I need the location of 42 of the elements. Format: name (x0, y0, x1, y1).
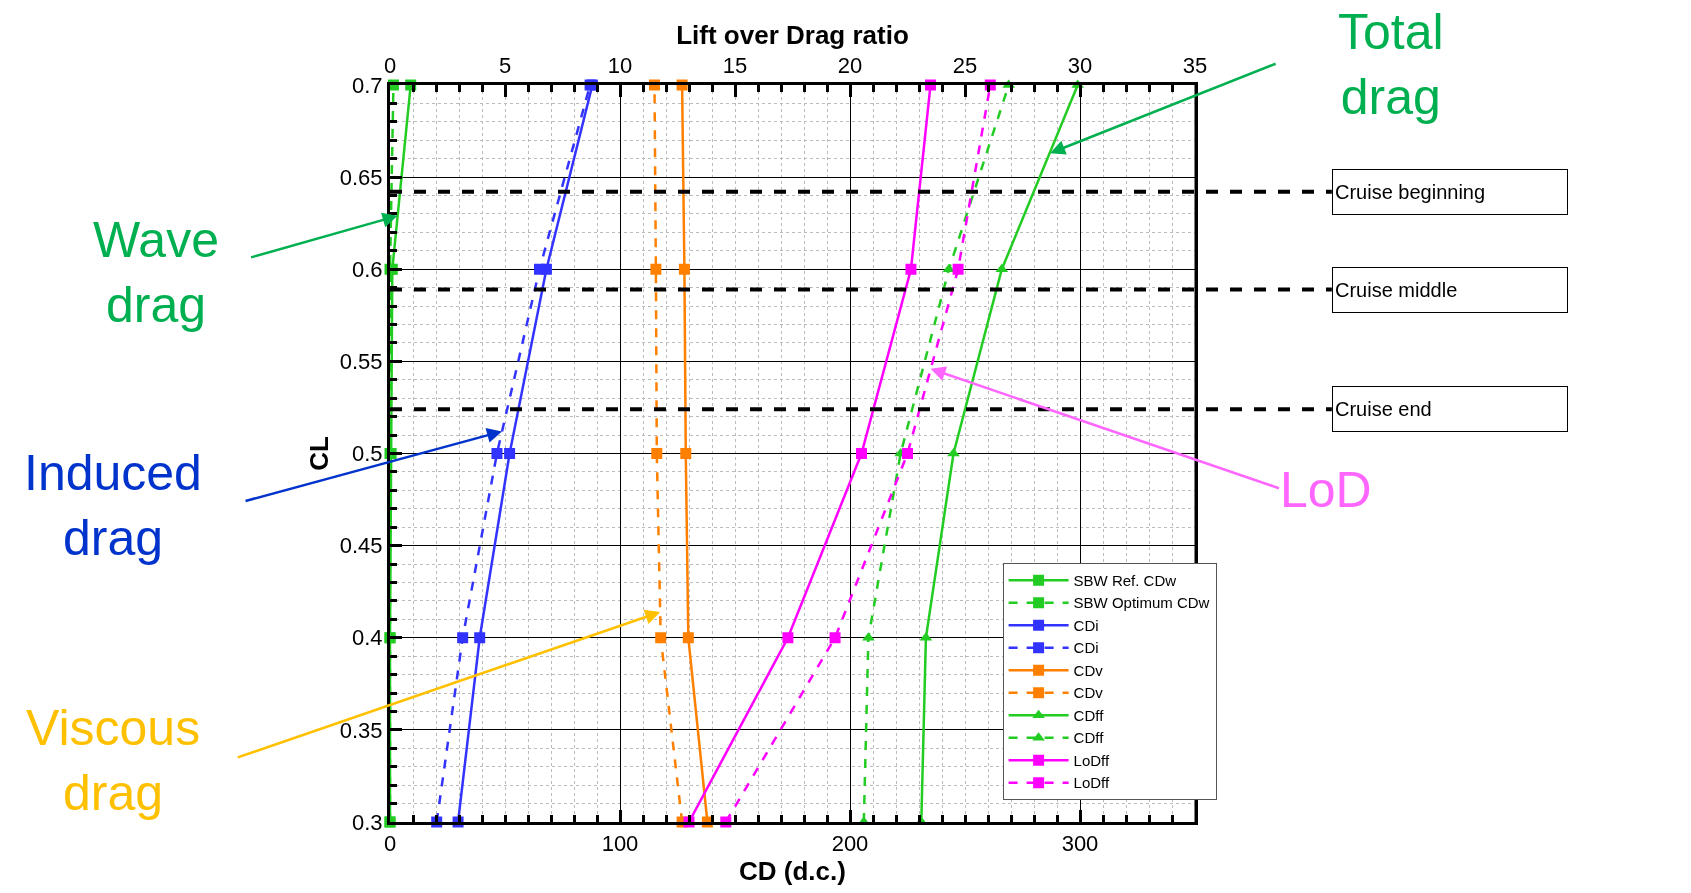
legend-label: CDff (1073, 729, 1105, 747)
ref-line-label: Cruise middle (1335, 279, 1458, 301)
x-tick-label: 100 (601, 831, 639, 857)
x2-axis-title: Lift over Drag ratio (676, 19, 909, 50)
y-tick-label: 0.4 (352, 625, 383, 651)
legend-label: CDi (1073, 639, 1099, 657)
x2-tick-label: 30 (1067, 53, 1093, 79)
x-tick-label: 200 (831, 831, 869, 857)
x-tick-label: 0 (383, 831, 397, 857)
y-tick-label: 0.3 (352, 809, 383, 835)
y-tick-label: 0.5 (352, 441, 383, 467)
x2-tick-label: 0 (383, 53, 397, 79)
legend-label: SBW Ref. CDw (1073, 571, 1177, 589)
annotation: LoD (1280, 462, 1372, 518)
legend-label: LoDff (1073, 774, 1111, 792)
x2-tick-label: 35 (1182, 53, 1208, 79)
x-axis-title: CD (d.c.) (739, 856, 846, 887)
x2-tick-label: 15 (722, 53, 748, 79)
annotation: Wave drag (93, 212, 219, 333)
legend-label: LoDff (1073, 751, 1111, 769)
legend-label: CDi (1073, 616, 1099, 634)
y-tick-label: 0.35 (339, 717, 383, 743)
x2-tick-label: 20 (837, 53, 863, 79)
x2-tick-label: 10 (607, 53, 633, 79)
x2-tick-label: 25 (952, 53, 978, 79)
legend-label: CDv (1073, 684, 1104, 702)
y-tick-label: 0.6 (352, 256, 383, 282)
x2-tick-label: 5 (498, 53, 512, 79)
y-tick-label: 0.55 (339, 349, 383, 375)
y-tick-label: 0.7 (352, 72, 383, 98)
legend-label: CDv (1073, 661, 1104, 679)
legend-label: SBW Optimum CDw (1073, 594, 1210, 612)
ref-line-label: Cruise beginning (1335, 181, 1486, 203)
annotation: Induced drag (24, 445, 202, 566)
y-axis-title: CL (304, 436, 335, 471)
ref-line-label: Cruise end (1335, 398, 1432, 420)
y-tick-label: 0.65 (339, 164, 383, 190)
y-tick-label: 0.45 (339, 533, 383, 559)
annotation: Total drag (1338, 4, 1444, 125)
legend-label: CDff (1073, 706, 1105, 724)
x-tick-label: 300 (1061, 831, 1099, 857)
annotation: Viscous drag (26, 700, 201, 821)
